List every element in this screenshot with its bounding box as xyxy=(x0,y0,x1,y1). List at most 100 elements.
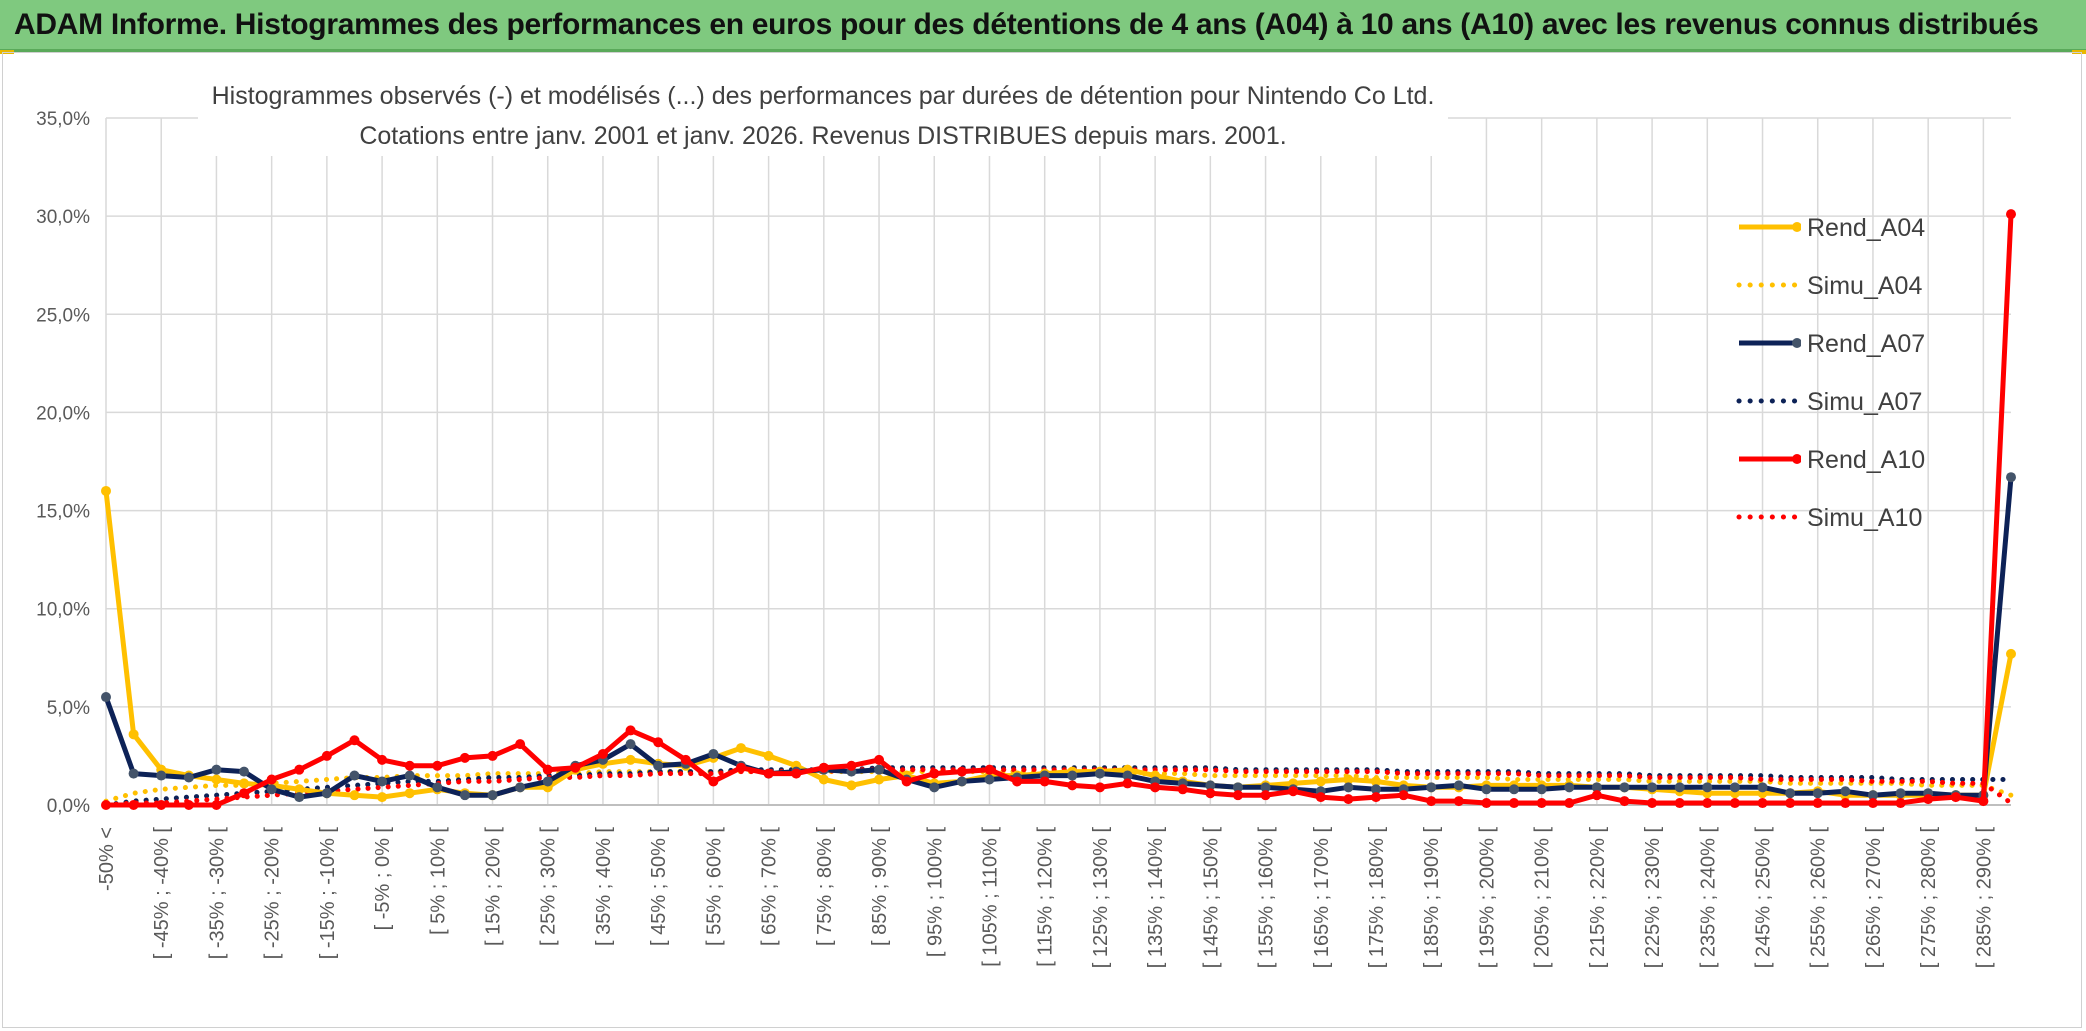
data-point-rend-a07 xyxy=(239,766,250,777)
legend-label: Rend_A10 xyxy=(1807,446,1926,474)
legend-swatch xyxy=(1736,514,1800,520)
data-point-rend-a07 xyxy=(1509,784,1520,795)
x-tick-label: [ 145% ; 150% [ xyxy=(1200,827,1222,969)
x-tick-label: [ 165% ; 170% [ xyxy=(1311,827,1333,969)
data-point-rend-a10 xyxy=(1950,792,1961,803)
data-point-rend-a10 xyxy=(459,752,470,763)
y-tick-label: 10,0% xyxy=(36,600,90,621)
x-tick-label: [ 205% ; 210% [ xyxy=(1532,827,1554,969)
chart-subtitle: Cotations entre janv. 2001 et janv. 2026… xyxy=(359,122,1287,150)
data-point-rend-a04 xyxy=(239,778,250,789)
data-point-rend-a10 xyxy=(128,800,139,810)
x-tick-label: [ 225% ; 230% [ xyxy=(1642,827,1664,969)
data-point-rend-a10 xyxy=(1453,796,1464,807)
data-point-rend-a10 xyxy=(1426,796,1437,807)
x-tick-label: [ 95% ; 100% [ xyxy=(924,827,946,958)
data-point-rend-a04 xyxy=(1315,776,1326,787)
data-point-rend-a07 xyxy=(156,770,167,781)
y-tick-label: 35,0% xyxy=(36,109,90,130)
report-banner: ADAM Informe. Histogrammes des performan… xyxy=(0,0,2086,52)
data-point-rend-a10 xyxy=(791,768,802,779)
data-point-rend-a07 xyxy=(1619,782,1630,793)
x-tick-label: [ 65% ; 70% [ xyxy=(759,827,781,946)
x-tick-label: [ 35% ; 40% [ xyxy=(593,827,615,946)
data-point-rend-a10 xyxy=(377,754,388,765)
data-point-rend-a10 xyxy=(1509,798,1520,809)
data-point-rend-a07 xyxy=(377,776,388,787)
data-point-rend-a07 xyxy=(1232,782,1243,793)
data-point-rend-a07 xyxy=(349,770,360,781)
x-tick-label: [ 285% ; 290% [ xyxy=(1973,827,1995,969)
legend-label: Rend_A04 xyxy=(1807,214,1926,242)
data-point-rend-a04 xyxy=(874,774,885,785)
data-point-rend-a07 xyxy=(321,788,332,799)
x-tick-label: [ 275% ; 280% [ xyxy=(1918,827,1940,969)
legend-item: Rend_A07 xyxy=(1735,316,1965,374)
data-point-rend-a07 xyxy=(1674,782,1685,793)
x-tick-label: [ 5% ; 10% [ xyxy=(427,827,449,935)
legend-swatch xyxy=(1736,398,1800,404)
data-point-rend-a07 xyxy=(1426,782,1437,793)
data-point-rend-a10 xyxy=(515,739,526,750)
data-point-rend-a10 xyxy=(1371,792,1381,803)
data-point-rend-a04 xyxy=(2006,648,2016,659)
data-point-rend-a07 xyxy=(1757,782,1768,793)
data-point-rend-a10 xyxy=(1867,798,1878,809)
x-tick-label: [ 115% ; 120% [ xyxy=(1035,827,1057,967)
data-point-rend-a10 xyxy=(1729,798,1740,809)
data-point-rend-a07 xyxy=(1867,790,1878,801)
data-point-rend-a10 xyxy=(570,762,581,773)
data-point-rend-a07 xyxy=(2006,472,2016,483)
data-point-rend-a07 xyxy=(1453,780,1464,791)
data-point-rend-a07 xyxy=(1371,784,1381,795)
x-tick-label: [ 155% ; 160% [ xyxy=(1256,827,1278,969)
data-point-rend-a07 xyxy=(1343,782,1354,793)
data-point-rend-a07 xyxy=(1067,770,1078,781)
data-point-rend-a10 xyxy=(294,764,305,775)
x-tick-label: [ 265% ; 270% [ xyxy=(1863,827,1885,969)
x-tick-label: [ 255% ; 260% [ xyxy=(1808,827,1830,969)
chart-title: Histogrammes observés (-) et modélisés (… xyxy=(211,82,1435,110)
banner-title: ADAM Informe. Histogrammes des performan… xyxy=(14,8,2039,41)
data-point-rend-a07 xyxy=(625,739,636,750)
data-point-rend-a07 xyxy=(183,772,194,783)
data-point-rend-a07 xyxy=(404,770,415,781)
data-point-rend-a04 xyxy=(846,780,857,791)
data-point-rend-a10 xyxy=(1067,780,1078,791)
data-point-rend-a10 xyxy=(1564,798,1575,809)
data-point-rend-a10 xyxy=(901,776,912,787)
data-point-rend-a04 xyxy=(377,792,388,803)
data-point-rend-a10 xyxy=(2006,209,2016,220)
x-tick-label: [ 245% ; 250% [ xyxy=(1753,827,1775,969)
data-point-rend-a10 xyxy=(1812,798,1823,809)
x-tick-label: [ 185% ; 190% [ xyxy=(1421,827,1443,969)
data-point-rend-a04 xyxy=(1371,776,1381,787)
legend-swatch xyxy=(1739,222,1801,232)
x-tick-label: [ 105% ; 110% [ xyxy=(979,827,1001,967)
data-point-rend-a07 xyxy=(1647,782,1658,793)
legend-label: Rend_A07 xyxy=(1807,330,1926,358)
data-point-rend-a07 xyxy=(1591,782,1602,793)
data-point-rend-a07 xyxy=(128,768,139,779)
data-point-rend-a10 xyxy=(239,788,250,799)
data-point-rend-a04 xyxy=(1343,774,1354,785)
legend-item: Simu_A04 xyxy=(1735,258,1965,316)
data-point-rend-a10 xyxy=(625,725,636,736)
legend-item: Rend_A04 xyxy=(1735,200,1965,258)
x-tick-label: [ 135% ; 140% [ xyxy=(1145,827,1167,969)
legend-item: Simu_A10 xyxy=(1735,490,1965,548)
legend-swatch-marker xyxy=(1792,222,1801,232)
data-point-rend-a07 xyxy=(1785,788,1796,799)
legend-swatch xyxy=(1739,338,1801,348)
data-point-rend-a07 xyxy=(653,760,664,771)
data-point-rend-a07 xyxy=(1481,784,1492,795)
series-line-rend-a07 xyxy=(103,476,2014,800)
data-point-rend-a10 xyxy=(1315,792,1326,803)
data-point-rend-a07 xyxy=(1812,788,1823,799)
legend-label: Simu_A04 xyxy=(1807,272,1923,300)
chart-frame xyxy=(2,52,2082,1028)
legend-item: Simu_A07 xyxy=(1735,374,1965,432)
data-point-rend-a10 xyxy=(1785,798,1796,809)
data-point-rend-a10 xyxy=(1702,798,1713,809)
